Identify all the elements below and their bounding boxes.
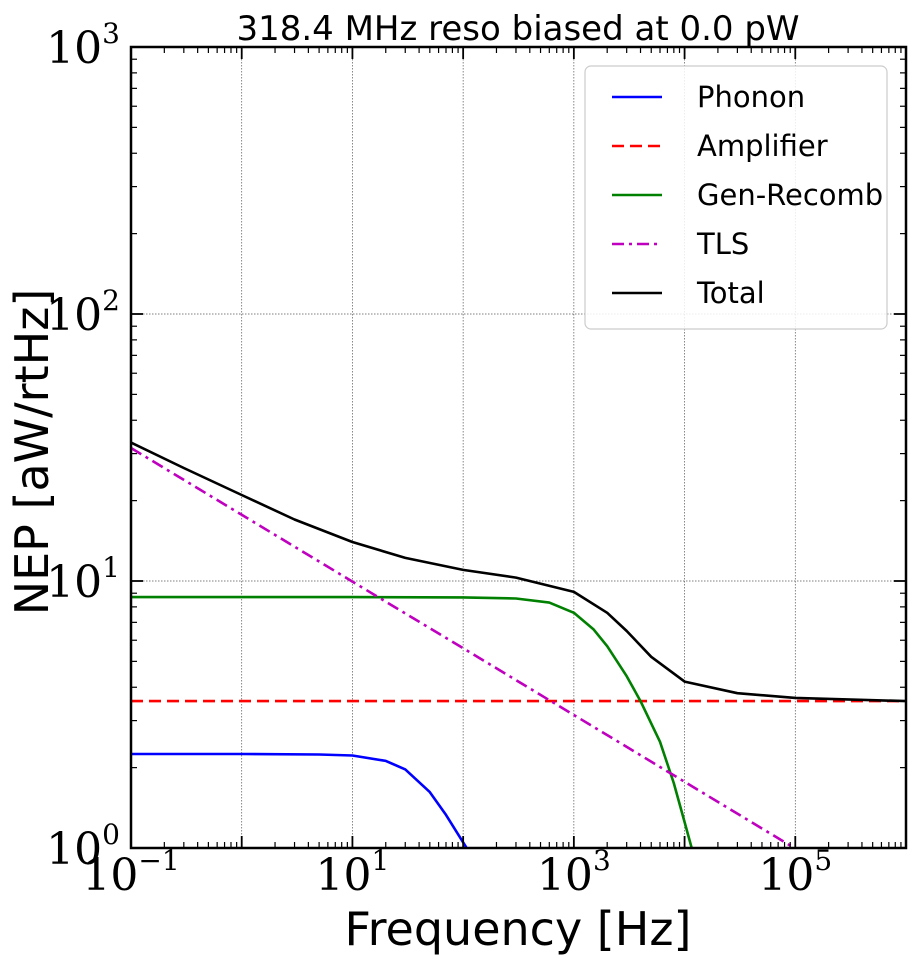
legend-label: Amplifier <box>697 129 828 163</box>
legend: Phonon Amplifier Gen-Recomb TLS Total <box>584 65 888 330</box>
series-line-phonon <box>131 752 469 848</box>
series-line-gen-recomb <box>131 595 694 848</box>
x-tick-label: 10−1 <box>82 844 179 901</box>
legend-label: Gen-Recomb <box>697 178 883 212</box>
series-line-tls <box>131 446 797 848</box>
plot-frame <box>129 45 908 850</box>
y-axis-label: NEP [aW/rtHz] <box>5 289 59 616</box>
y-tick-label: 101 <box>46 551 120 608</box>
x-tick-label: 101 <box>316 844 390 901</box>
series-line-total <box>131 441 906 703</box>
x-tick-label: 105 <box>758 844 832 901</box>
legend-box <box>584 65 888 330</box>
legend-label: Phonon <box>697 80 805 114</box>
y-tick-label: 102 <box>46 284 120 341</box>
tick-labels: 10−1 101 103 105 100 101 102 103 <box>46 17 832 901</box>
series-group <box>131 441 906 848</box>
chart-title: 318.4 MHz reso biased at 0.0 pW <box>236 9 799 49</box>
legend-label: TLS <box>696 227 749 261</box>
x-axis-label: Frequency [Hz] <box>345 902 692 956</box>
y-tick-label: 103 <box>46 17 120 74</box>
y-tick-label: 100 <box>46 818 120 875</box>
legend-label: Total <box>696 276 765 310</box>
x-tick-label: 103 <box>537 844 611 901</box>
